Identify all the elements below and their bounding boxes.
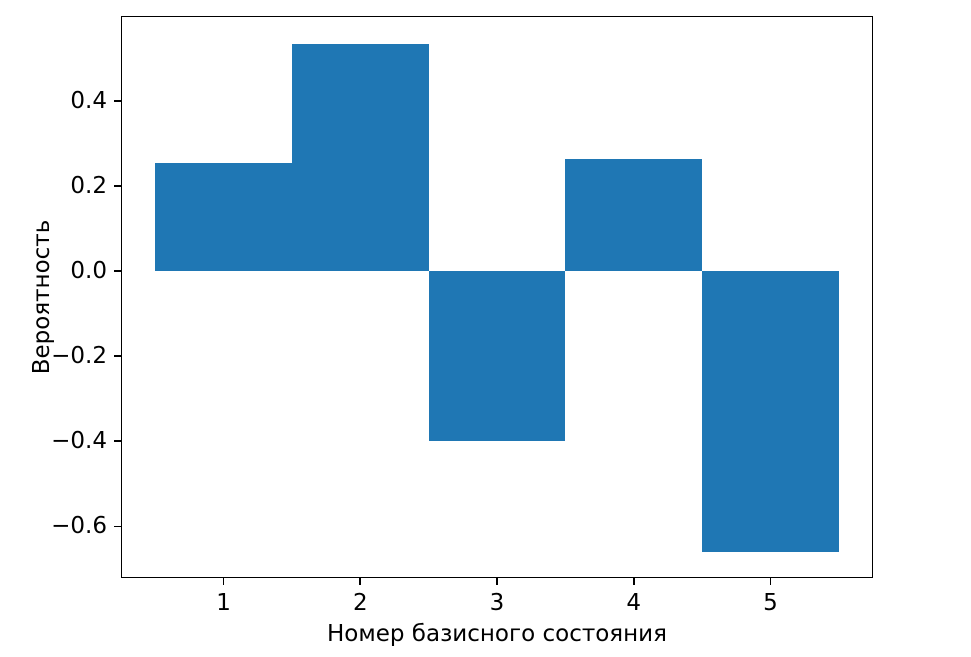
- y-tick-−0.6: [114, 525, 121, 528]
- y-tick-−0.4: [114, 440, 121, 443]
- y-tick-label-−0.2: −0.2: [51, 343, 107, 370]
- y-tick-0.4: [114, 100, 121, 102]
- x-tick-3: [496, 577, 498, 585]
- y-tick-label-0.2: 0.2: [70, 173, 107, 200]
- x-axis-label: Номер базисного состояния: [327, 621, 667, 647]
- bar-state-3: [428, 271, 566, 442]
- x-tick-label-5: 5: [763, 589, 778, 616]
- x-tick-2: [359, 577, 362, 585]
- bar-state-4: [565, 158, 703, 272]
- plot-area: [121, 16, 873, 578]
- bar-state-2: [291, 43, 429, 272]
- bar-state-1: [155, 162, 292, 272]
- y-tick-0.0: [114, 270, 121, 273]
- x-tick-4: [632, 577, 635, 585]
- bar-state-5: [702, 271, 839, 552]
- x-tick-label-2: 2: [352, 589, 368, 616]
- x-tick-1: [222, 577, 225, 585]
- x-tick-5: [769, 577, 772, 585]
- y-tick-label-−0.6: −0.6: [51, 513, 107, 540]
- y-tick-0.2: [114, 185, 121, 188]
- y-tick-label-0.4: 0.4: [70, 88, 107, 115]
- x-tick-label-4: 4: [626, 589, 642, 616]
- x-tick-label-1: 1: [216, 589, 231, 616]
- x-tick-label-3: 3: [489, 589, 505, 616]
- y-tick-−0.2: [114, 355, 121, 358]
- y-tick-label-−0.4: −0.4: [51, 428, 107, 455]
- y-tick-label-0.0: 0.0: [70, 258, 107, 285]
